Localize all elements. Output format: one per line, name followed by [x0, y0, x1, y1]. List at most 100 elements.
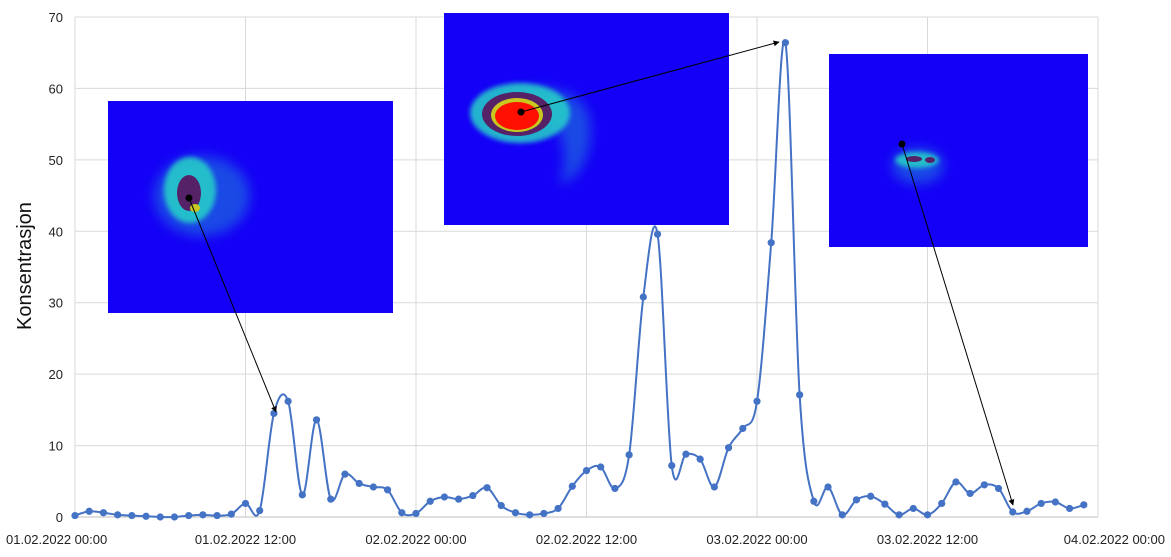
data-point	[867, 492, 875, 500]
x-tick-label: 03.02.2022 12:00	[877, 532, 978, 547]
data-point	[341, 470, 349, 478]
data-point	[696, 455, 704, 463]
data-point	[781, 39, 790, 47]
inset-map-3-core	[906, 156, 922, 162]
data-point	[653, 230, 662, 238]
data-point	[710, 483, 718, 491]
data-point	[511, 509, 520, 517]
inset-map-1-background	[108, 101, 393, 313]
data-point	[241, 499, 250, 508]
data-point	[625, 451, 633, 459]
data-point	[227, 510, 235, 518]
data-point	[170, 513, 179, 521]
data-point	[1080, 501, 1088, 509]
data-point	[724, 444, 733, 452]
data-point	[185, 511, 193, 520]
data-point	[852, 496, 861, 504]
data-point	[455, 495, 463, 503]
data-point	[1037, 499, 1045, 508]
data-point	[199, 511, 207, 519]
data-point	[994, 484, 1003, 493]
data-point	[270, 409, 278, 418]
inset-map-3-core-2	[925, 157, 935, 163]
y-tick-label: 50	[49, 153, 63, 168]
y-tick-label: 60	[49, 81, 63, 96]
inset-map-1-plume	[154, 156, 250, 236]
data-point	[582, 466, 591, 475]
y-tick-label: 0	[56, 510, 63, 525]
inset-map-2-plume	[470, 83, 591, 185]
data-point	[682, 450, 690, 458]
data-point	[1023, 507, 1031, 515]
data-point	[497, 501, 505, 510]
y-tick-labels: 0 10 20 30 40 50 60 70	[49, 10, 63, 525]
data-point	[1009, 508, 1017, 516]
data-point	[895, 511, 903, 519]
data-point	[483, 484, 491, 492]
data-point	[526, 511, 534, 519]
data-point	[796, 391, 804, 399]
data-point	[838, 511, 846, 519]
data-point	[312, 416, 321, 424]
data-point	[923, 511, 932, 519]
annotation-arrow-3	[901, 143, 1015, 506]
annotation-arrow-2	[520, 40, 780, 113]
data-point	[213, 511, 221, 520]
y-tick-label: 70	[49, 10, 63, 25]
data-point	[597, 463, 605, 471]
data-point	[938, 499, 946, 508]
data-point	[1065, 504, 1074, 513]
data-point	[753, 397, 761, 405]
data-point	[85, 507, 93, 515]
data-point	[668, 461, 676, 470]
data-point	[426, 497, 434, 505]
inset-map-2	[444, 13, 729, 225]
data-point	[568, 482, 576, 490]
inset-map-3-background	[829, 54, 1088, 247]
y-tick-label: 10	[49, 439, 63, 454]
data-point	[71, 511, 79, 520]
data-point	[156, 513, 164, 521]
data-point	[142, 512, 150, 520]
data-point	[355, 479, 363, 488]
data-point	[554, 504, 562, 513]
data-point	[440, 493, 449, 501]
data-point	[767, 239, 775, 247]
x-tick-label: 01.02.2022 00:00	[6, 532, 107, 547]
inset-map-1	[108, 101, 393, 313]
x-tick-label: 02.02.2022 00:00	[365, 532, 466, 547]
y-tick-label: 20	[49, 367, 63, 382]
data-point	[327, 495, 335, 503]
inset-map-1-core	[177, 175, 201, 211]
y-tick-label: 30	[49, 296, 63, 311]
series-points	[71, 39, 1088, 521]
data-point	[99, 509, 108, 517]
data-point	[966, 489, 974, 498]
data-point	[469, 491, 477, 500]
data-point	[284, 397, 292, 405]
data-point	[298, 491, 306, 499]
data-point	[980, 481, 988, 489]
x-tick-labels: 01.02.2022 00:00 01.02.2022 12:00 02.02.20…	[6, 532, 1165, 547]
x-tick-label: 03.02.2022 00:00	[706, 532, 807, 547]
x-tick-label: 02.02.2022 12:00	[536, 532, 637, 547]
inset-map-2-red	[495, 102, 539, 130]
data-point	[611, 484, 619, 493]
data-point	[369, 483, 377, 491]
data-point	[383, 486, 392, 494]
data-point	[256, 506, 264, 515]
y-tick-label: 40	[49, 224, 63, 239]
y-axis-label: Konsentrasjon	[14, 202, 36, 330]
data-point	[824, 483, 832, 491]
annotation-arrow-1	[188, 197, 277, 413]
data-point	[128, 511, 136, 520]
data-point	[412, 509, 420, 518]
data-point	[639, 293, 647, 301]
data-point	[1051, 498, 1059, 506]
data-point	[739, 424, 747, 433]
data-point	[398, 509, 406, 517]
data-point	[114, 511, 122, 519]
x-tick-label: 01.02.2022 12:00	[195, 532, 296, 547]
inset-map-3	[829, 54, 1088, 247]
